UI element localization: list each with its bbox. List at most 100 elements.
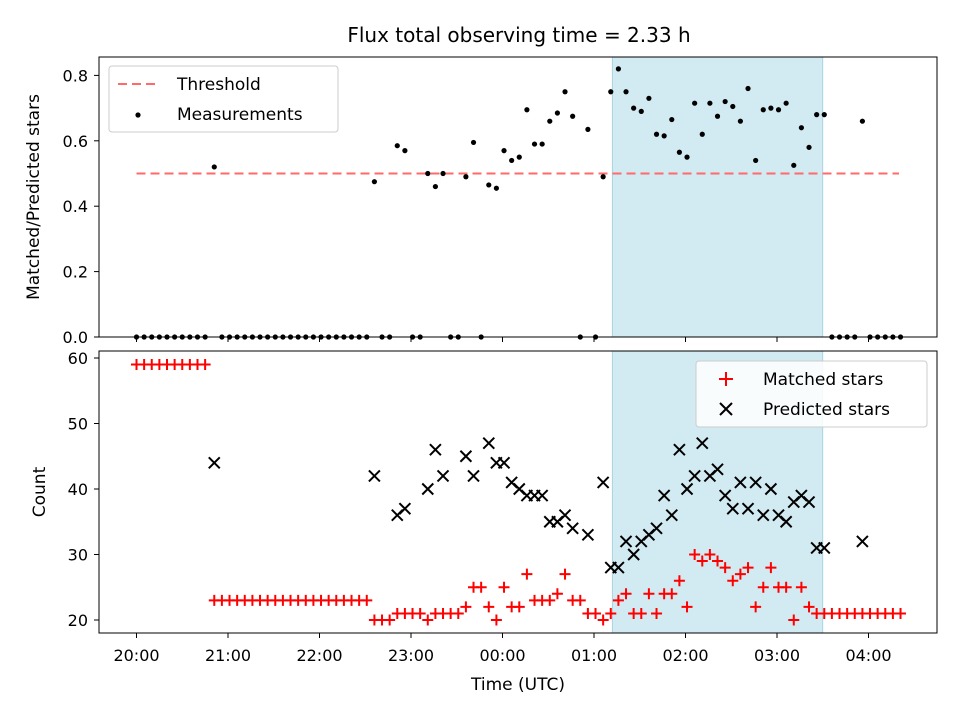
x-tick-label: 03:00 xyxy=(754,646,800,665)
measurement-point xyxy=(211,164,217,170)
matched-star-point xyxy=(780,581,792,593)
predicted-star-point xyxy=(856,535,869,548)
measurement-point xyxy=(516,154,522,160)
matched-star-point xyxy=(605,607,617,619)
x-tick-label: 01:00 xyxy=(571,646,617,665)
measurement-point xyxy=(684,154,690,160)
measurement-point xyxy=(470,139,477,146)
predicted-star-point xyxy=(612,561,625,574)
measurement-point xyxy=(562,89,568,95)
x-tick-label: 00:00 xyxy=(479,646,525,665)
measurement-point xyxy=(791,162,797,168)
measurement-point xyxy=(623,89,629,95)
measurement-point xyxy=(737,118,744,124)
predicted-star-point xyxy=(673,443,686,456)
predicted-star-point xyxy=(429,443,442,456)
measurement-point xyxy=(402,148,408,154)
predicted-star-point xyxy=(802,495,816,509)
predicted-star-point xyxy=(497,456,511,470)
x-axis-label: Time (UTC) xyxy=(470,675,565,695)
matched-star-point xyxy=(765,562,777,574)
top-y-axis-label: Matched/Predicted stars xyxy=(24,94,44,300)
measurement-point xyxy=(463,174,469,180)
predicted-star-point xyxy=(749,476,762,489)
measurement-point xyxy=(509,157,515,164)
measurement-point xyxy=(806,144,812,150)
measurement-point xyxy=(692,100,698,106)
bottom-legend-box xyxy=(695,360,928,428)
bottom-y-tick-label: 60 xyxy=(68,349,88,368)
matched-star-point xyxy=(704,549,716,560)
predicted-star-point xyxy=(688,469,701,483)
bottom-y-axis: 20 30 40 50 60 xyxy=(68,349,99,630)
matched-star-point xyxy=(513,601,525,613)
matched-star-point xyxy=(742,562,754,574)
predicted-star-point xyxy=(368,469,381,483)
x-tick-label: 20:00 xyxy=(113,646,159,665)
measurement-point xyxy=(753,157,759,164)
matched-star-point xyxy=(597,614,609,626)
matched-star-point xyxy=(681,601,693,613)
legend-matched-label: Matched stars xyxy=(763,370,883,390)
matched-star-point xyxy=(475,581,487,593)
measurement-point xyxy=(821,112,827,118)
matched-star-point xyxy=(384,614,396,626)
bottom-y-tick-label: 20 xyxy=(68,611,88,630)
top-y-tick-label: 0.6 xyxy=(63,132,88,151)
predicted-star-point xyxy=(627,548,640,561)
predicted-star-point xyxy=(596,476,610,489)
predicted-star-point xyxy=(421,482,434,496)
matched-star-point xyxy=(590,607,602,619)
matched-star-point xyxy=(666,588,678,600)
measurement-point xyxy=(722,98,728,105)
predicted-star-point xyxy=(718,489,732,502)
measurement-points xyxy=(133,66,904,340)
predicted-star-point xyxy=(619,535,633,548)
bottom-y-axis-label: Count xyxy=(30,466,50,517)
measurement-point xyxy=(745,85,751,92)
predicted-star-point xyxy=(680,482,694,496)
legend-threshold-label: Threshold xyxy=(176,75,261,95)
top-y-axis: 0.0 0.2 0.4 0.6 0.8 xyxy=(63,66,99,347)
matched-star-point xyxy=(734,568,746,580)
bottom-plot-frame xyxy=(98,350,938,634)
measurement-point xyxy=(394,143,400,149)
top-legend: Threshold Measurements xyxy=(108,65,339,133)
legend-predicted-label: Predicted stars xyxy=(763,400,890,420)
measurement-point xyxy=(814,112,820,118)
top-y-tick-label: 0.0 xyxy=(63,328,88,347)
measurement-point xyxy=(486,182,492,188)
matched-star-point xyxy=(643,588,655,600)
top-y-tick-label: 0.8 xyxy=(63,66,88,85)
measurement-point xyxy=(493,185,499,191)
measurement-point xyxy=(783,100,789,106)
predicted-star-point xyxy=(741,502,755,515)
matched-star-point xyxy=(651,607,663,619)
predicted-star-point xyxy=(398,502,412,515)
measurement-point xyxy=(554,110,561,116)
measurement-point xyxy=(531,141,538,147)
matched-star-point xyxy=(612,594,624,606)
matched-star-point xyxy=(452,607,464,619)
measurement-point xyxy=(859,118,866,124)
matched-star-point xyxy=(483,601,495,613)
legend-measurements-label: Measurements xyxy=(177,105,303,125)
predicted-star-point xyxy=(726,502,739,515)
measurement-point xyxy=(432,183,438,190)
matched-star-point xyxy=(795,581,807,593)
matched-stars-points xyxy=(131,359,907,626)
top-y-tick-label: 0.4 xyxy=(63,197,88,216)
predicted-star-point xyxy=(459,450,473,463)
measurement-point xyxy=(638,108,644,114)
predicted-star-point xyxy=(764,482,778,496)
matched-star-point xyxy=(788,614,800,626)
matched-star-point xyxy=(414,607,426,619)
bottom-x-axis: 20:00 21:00 22:00 23:00 00:00 01:00 02:00 03:00… xyxy=(113,633,892,665)
top-shaded-region xyxy=(611,56,824,338)
predicted-star-point xyxy=(581,528,595,542)
measurement-point xyxy=(608,89,614,95)
x-tick-label: 04:00 xyxy=(845,646,891,665)
matched-star-point xyxy=(696,555,708,567)
measurement-point xyxy=(570,113,576,119)
measurement-point xyxy=(585,126,591,132)
